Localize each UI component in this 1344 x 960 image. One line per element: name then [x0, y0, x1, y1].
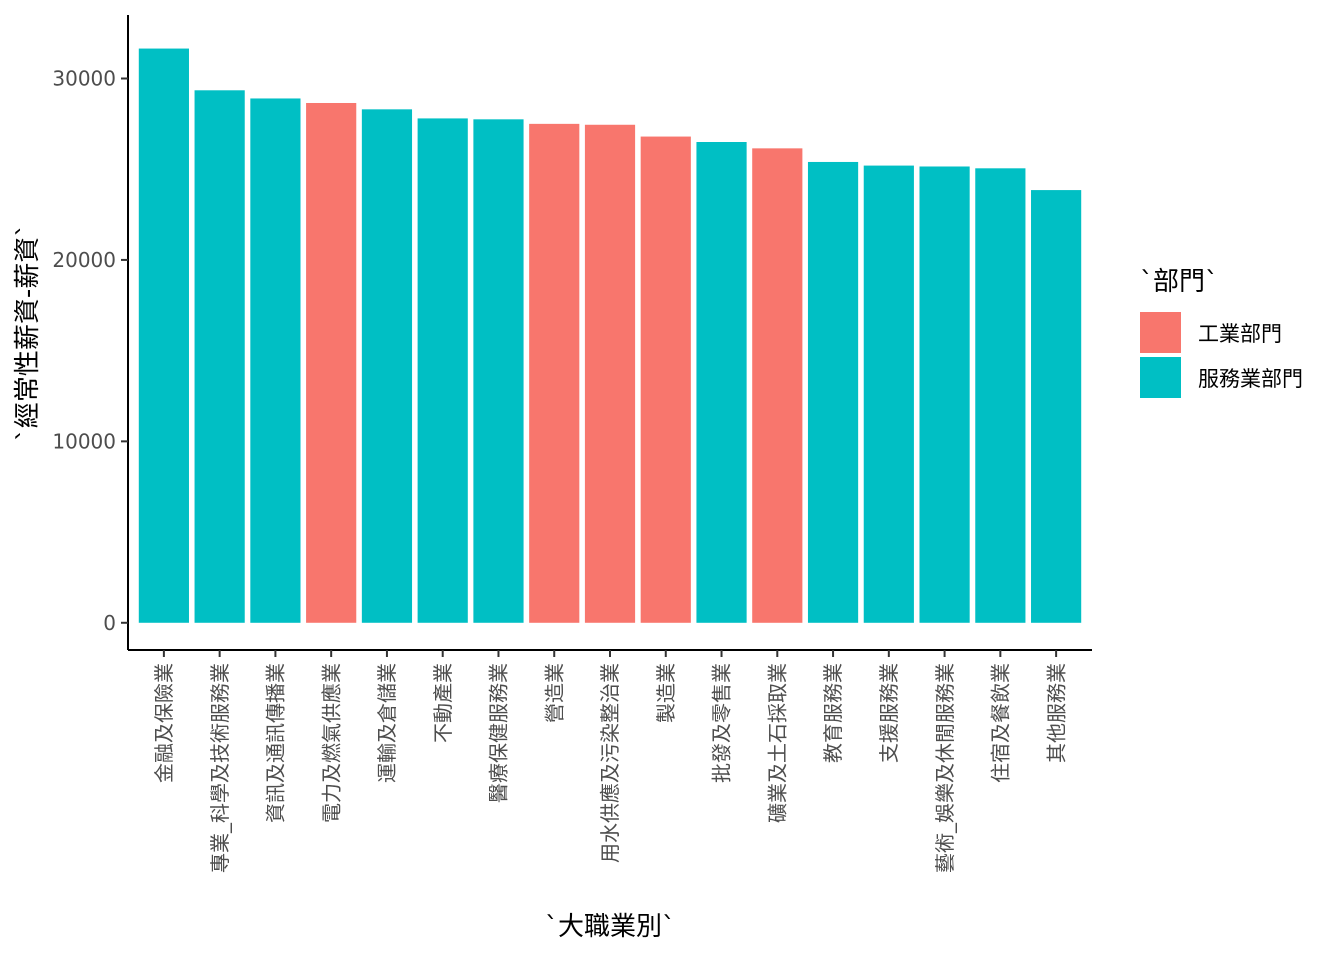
bars-group: [138, 48, 1082, 623]
legend-swatch: [1140, 357, 1181, 398]
x-tick-label: 教育服務業: [821, 663, 845, 763]
x-tick-label: 營造業: [542, 663, 566, 723]
y-tick-label: 10000: [52, 429, 116, 453]
x-tick-label: 電力及燃氣供應業: [319, 663, 343, 823]
bar-2: [194, 90, 245, 623]
x-tick-label: 支援服務業: [877, 663, 901, 763]
x-tick-label: 製造業: [654, 663, 678, 723]
bar-16: [975, 168, 1026, 623]
bar-15: [919, 166, 970, 623]
bar-14: [863, 165, 914, 623]
x-tick-label: 礦業及土石採取業: [765, 663, 789, 823]
y-tick-label: 0: [103, 611, 116, 635]
x-tick-label: 其他服務業: [1044, 663, 1068, 763]
x-ticks-group: 金融及保險業 專業_科學及技術服務業 資訊及通訊傳播業 電力及燃氣供應業 運輸及倉儲業 不…: [152, 650, 1068, 873]
bar-7: [473, 119, 524, 623]
bar-1: [138, 48, 189, 623]
x-tick-label: 醫療保健服務業: [487, 663, 511, 803]
bar-8: [529, 123, 580, 623]
bar-17: [1031, 190, 1082, 623]
x-tick-label: 住宿及餐飲業: [989, 663, 1013, 783]
x-tick-label: 不動產業: [431, 663, 455, 743]
bar-4: [306, 102, 357, 623]
legend-title: `部門`: [1140, 267, 1218, 297]
bar-13: [807, 161, 859, 623]
y-axis-title: `經常性薪資-薪資`: [13, 224, 43, 441]
y-ticks-group: 0 10000 20000 30000: [52, 67, 128, 635]
x-tick-label: 資訊及通訊傳播業: [264, 663, 288, 823]
bar-10: [640, 136, 691, 623]
bar-5: [361, 109, 413, 623]
legend-label: 服務業部門: [1198, 367, 1303, 391]
x-tick-label: 運輸及倉儲業: [375, 663, 399, 783]
x-axis-title: `大職業別`: [545, 912, 675, 942]
bar-6: [417, 118, 468, 623]
bar-9: [584, 124, 636, 623]
x-tick-label: 藝術_娛樂及休閒服務業: [933, 663, 957, 873]
legend-label: 工業部門: [1198, 322, 1282, 346]
y-tick-label: 20000: [52, 248, 116, 272]
bar-12: [752, 148, 803, 623]
x-tick-label: 金融及保險業: [152, 663, 176, 783]
x-tick-label: 用水供應及污染整治業: [598, 663, 622, 863]
x-tick-label: 專業_科學及技術服務業: [208, 663, 232, 873]
bar-3: [250, 98, 301, 623]
y-tick-label: 30000: [52, 67, 116, 91]
legend-swatch: [1140, 312, 1181, 353]
x-tick-label: 批發及零售業: [710, 663, 734, 783]
bar-11: [696, 142, 747, 623]
